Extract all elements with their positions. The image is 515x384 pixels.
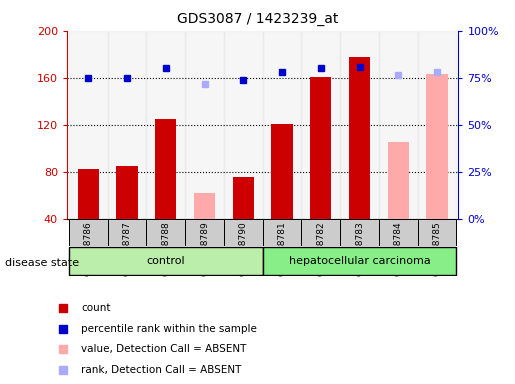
Text: GSM228787: GSM228787 — [123, 221, 131, 276]
Text: disease state: disease state — [5, 258, 79, 268]
Bar — [108, 31, 146, 219]
Bar — [233, 177, 254, 219]
Bar — [301, 31, 340, 219]
Bar — [69, 31, 108, 219]
Bar — [418, 219, 456, 246]
Text: hepatocellular carcinoma: hepatocellular carcinoma — [288, 256, 431, 266]
Text: rank, Detection Call = ABSENT: rank, Detection Call = ABSENT — [81, 365, 242, 375]
Text: value, Detection Call = ABSENT: value, Detection Call = ABSENT — [81, 344, 246, 354]
Text: count: count — [81, 303, 110, 313]
Bar — [301, 219, 340, 246]
Bar — [185, 219, 224, 246]
Text: GSM228783: GSM228783 — [355, 221, 364, 276]
Text: GSM228788: GSM228788 — [161, 221, 170, 276]
Text: GSM228790: GSM228790 — [239, 221, 248, 276]
Bar — [340, 31, 379, 219]
Text: percentile rank within the sample: percentile rank within the sample — [81, 324, 257, 334]
Bar — [69, 219, 108, 246]
Bar — [108, 219, 146, 246]
Bar — [388, 142, 409, 219]
Text: GSM228789: GSM228789 — [200, 221, 209, 276]
Bar — [426, 74, 448, 219]
Bar — [146, 219, 185, 246]
Bar — [418, 31, 456, 219]
Text: GSM228781: GSM228781 — [278, 221, 286, 276]
Bar — [78, 169, 99, 219]
Text: control: control — [146, 256, 185, 266]
Bar — [349, 56, 370, 219]
Bar — [379, 31, 418, 219]
Bar — [185, 31, 224, 219]
Bar — [69, 247, 263, 275]
Text: GDS3087 / 1423239_at: GDS3087 / 1423239_at — [177, 12, 338, 25]
Bar — [271, 124, 293, 219]
Bar — [224, 31, 263, 219]
Bar — [155, 119, 177, 219]
Bar — [116, 166, 138, 219]
Bar — [379, 219, 418, 246]
Bar — [263, 219, 301, 246]
Text: GSM228784: GSM228784 — [394, 221, 403, 276]
Bar — [146, 31, 185, 219]
Text: GSM228782: GSM228782 — [316, 221, 325, 276]
Bar — [224, 219, 263, 246]
Bar — [194, 193, 215, 219]
Bar — [263, 31, 301, 219]
Text: GSM228786: GSM228786 — [84, 221, 93, 276]
Bar — [263, 247, 456, 275]
Bar — [340, 219, 379, 246]
Text: GSM228785: GSM228785 — [433, 221, 441, 276]
Bar — [310, 76, 332, 219]
